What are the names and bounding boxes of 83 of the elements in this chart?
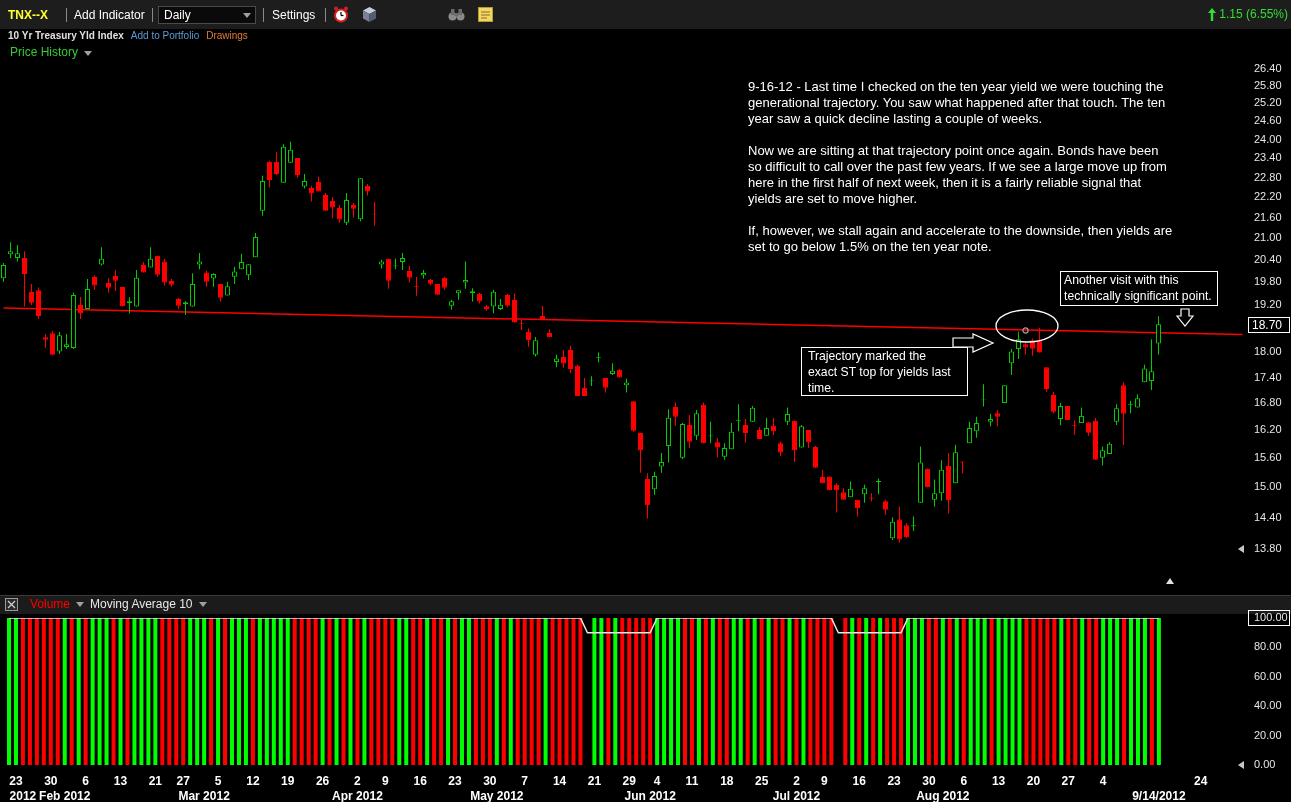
y-tick-label: 13.80 bbox=[1254, 542, 1282, 555]
x-tick-label: 4 bbox=[1099, 773, 1107, 788]
x-tick-label: 23 bbox=[448, 773, 463, 788]
x-tick-label: 30 bbox=[483, 773, 497, 788]
x-tick-label: 6 bbox=[960, 773, 968, 788]
x-tick-label: 25 bbox=[754, 773, 769, 788]
y-tick-label: 20.40 bbox=[1254, 252, 1282, 265]
y-tick-label: 0.00 bbox=[1254, 758, 1276, 771]
y-tick-label: 80.00 bbox=[1254, 640, 1282, 653]
y-tick-label: 26.40 bbox=[1254, 62, 1282, 75]
y-tick-label: 60.00 bbox=[1254, 669, 1282, 682]
x-tick-label: 18 bbox=[720, 773, 734, 788]
x-tick-label: 2 Jul 2012 bbox=[772, 773, 821, 802]
y-tick-label: 19.80 bbox=[1254, 274, 1282, 287]
x-tick-label: May 2012 bbox=[470, 788, 524, 802]
y-tick-label: 100.00 bbox=[1254, 611, 1288, 624]
series-label: Volume bbox=[30, 597, 71, 611]
y-tick-label: 22.80 bbox=[1254, 170, 1282, 183]
y-tick-label: 14.40 bbox=[1254, 510, 1282, 523]
x-tick-label: Feb 2012 bbox=[39, 788, 91, 802]
text: Settings bbox=[272, 8, 316, 22]
x-tick-label: 9/14/2012 bbox=[1132, 788, 1186, 802]
text: Daily bbox=[164, 8, 191, 22]
text: Drawings bbox=[206, 30, 248, 41]
x-tick-label: 27 bbox=[176, 773, 191, 788]
candlestick bbox=[876, 478, 881, 495]
annotation: Another visit with this technically significant point. bbox=[1064, 273, 1212, 303]
x-tick-label: 26 bbox=[315, 773, 330, 788]
x-tick-label: 23 bbox=[887, 773, 902, 788]
x-tick-label: 13 bbox=[113, 773, 128, 788]
text: Add Indicator bbox=[74, 8, 145, 22]
x-tick-label: 13 bbox=[991, 773, 1006, 788]
x-tick-label: 30 bbox=[922, 773, 936, 788]
y-tick-label: 24.00 bbox=[1254, 132, 1282, 145]
x-tick-label: 21 bbox=[148, 773, 163, 788]
x-tick-label: 20 bbox=[1026, 773, 1041, 788]
text: 1.15 (6.55%) bbox=[1219, 7, 1288, 21]
x-tick-label: 9 bbox=[381, 773, 389, 788]
y-tick-label: 16.20 bbox=[1254, 423, 1282, 436]
x-tick-label: 16 bbox=[413, 773, 428, 788]
series-label: Moving Average 10 bbox=[90, 597, 193, 611]
y-tick-label: 40.00 bbox=[1254, 699, 1282, 712]
y-tick-label: 15.60 bbox=[1254, 451, 1282, 464]
x-tick-label: 29 bbox=[622, 773, 637, 788]
x-tick-label: Mar 2012 bbox=[178, 788, 231, 802]
x-tick-label: Jun 2012 bbox=[624, 788, 677, 802]
x-tick-label: 9 bbox=[821, 773, 829, 788]
y-tick-label: 21.60 bbox=[1254, 210, 1282, 223]
text: Add to Portfolio bbox=[130, 30, 200, 41]
x-tick-label: 16 bbox=[852, 773, 867, 788]
x-tick-label: 24 bbox=[1194, 773, 1208, 788]
y-tick-label: 23.40 bbox=[1254, 151, 1282, 164]
y-tick-label: 24.60 bbox=[1254, 114, 1282, 127]
x-tick-label: 27 bbox=[1061, 773, 1076, 788]
x-tick-label: 4 bbox=[653, 773, 661, 788]
text: 18.70 bbox=[1252, 318, 1283, 332]
x-tick-label: 2012 bbox=[9, 788, 37, 802]
x-tick-label: Aug 2012 bbox=[916, 788, 970, 802]
y-tick-label: 16.80 bbox=[1254, 396, 1282, 409]
x-tick-label: 11 bbox=[685, 773, 699, 788]
x-tick-label: 23 bbox=[9, 773, 23, 788]
y-tick-label: 19.20 bbox=[1254, 297, 1282, 310]
chart-subtitle: 10 Yr Treasury Yld Index bbox=[8, 30, 124, 41]
y-tick-label: 25.80 bbox=[1254, 79, 1282, 92]
y-tick-label: 22.20 bbox=[1254, 190, 1282, 203]
y-tick-label: 17.40 bbox=[1254, 370, 1282, 383]
text: Price History bbox=[10, 45, 79, 59]
text: 9-16-12 - Last time I checked on the ten year yield we were touching the generational trajectory. You saw what happened after that touch. The ten year saw a quick decline lasting a couple of weeks. Now we are sitting at that trajectory point once again. Bonds have been so difficult to call over the past few years. If we see a large move up from here in the first half of next week, then it is a fairly reliable signal that yields are set to move higher. If, however, we stall again and accelerate to the downside, then yields are set to go below 1.5% on the ten year note. bbox=[748, 79, 1173, 254]
y-tick-label: 18.00 bbox=[1254, 345, 1282, 358]
x-tick-label: 6 bbox=[82, 773, 90, 788]
annotation: Trajectory marked the exact ST top for yields last time. bbox=[808, 349, 951, 395]
x-tick-label: 5 bbox=[214, 773, 222, 788]
y-tick-label: 15.00 bbox=[1254, 480, 1282, 493]
y-tick-label: 21.00 bbox=[1254, 231, 1282, 244]
x-tick-label: 7 bbox=[521, 773, 529, 788]
y-tick-label: 25.20 bbox=[1254, 96, 1282, 109]
x-tick-label: 21 bbox=[587, 773, 602, 788]
x-tick-label: 14 bbox=[552, 773, 567, 788]
x-tick-label: 30 bbox=[44, 773, 58, 788]
x-tick-label: 19 bbox=[281, 773, 295, 788]
y-tick-label: 20.00 bbox=[1254, 728, 1282, 741]
chart-title: TNX--X bbox=[8, 8, 48, 22]
x-tick-label: 12 bbox=[246, 773, 260, 788]
